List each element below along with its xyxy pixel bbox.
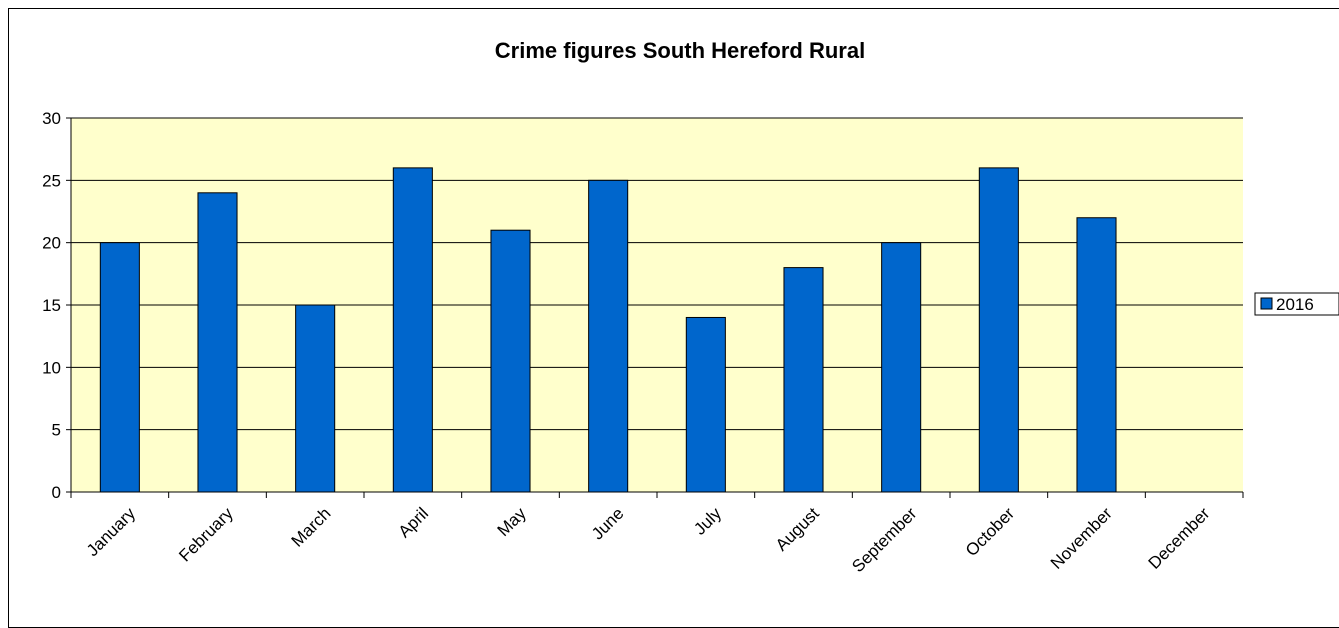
- bar-july: [685, 316, 726, 493]
- x-tick-label-january: January: [83, 504, 140, 561]
- x-tick-label-september: September: [848, 504, 920, 576]
- legend-box: [1254, 292, 1339, 316]
- bar-august: [783, 267, 824, 493]
- bar-february: [197, 192, 238, 493]
- legend-swatch-2016: [1260, 297, 1273, 310]
- bar-april: [392, 167, 433, 493]
- y-axis-tick-labels: 0 5 10 15 20 25 30: [42, 109, 61, 502]
- bar-november: [1076, 217, 1117, 493]
- y-tick-label-5: 5: [52, 421, 61, 440]
- bar-march: [295, 304, 336, 493]
- y-tick-label-20: 20: [42, 234, 61, 253]
- x-tick-label-october: October: [962, 504, 1018, 560]
- legend: 2016: [1254, 292, 1339, 316]
- x-tick-label-november: November: [1047, 504, 1116, 573]
- bars: [99, 167, 1117, 493]
- x-tick-label-may: May: [494, 504, 530, 540]
- x-tick-label-december: December: [1145, 504, 1214, 573]
- bar-june: [588, 179, 629, 493]
- bar-may: [490, 229, 531, 493]
- y-tick-label-15: 15: [42, 296, 61, 315]
- bar-january: [99, 242, 140, 493]
- bar-october: [978, 167, 1019, 493]
- y-tick-label-30: 30: [42, 109, 61, 128]
- bar-september: [881, 242, 922, 493]
- x-tick-label-march: March: [288, 504, 335, 551]
- y-tick-label-0: 0: [52, 483, 61, 502]
- chart-title: Crime figures South Hereford Rural: [495, 38, 865, 63]
- legend-label-2016: 2016: [1276, 295, 1314, 314]
- gridlines: [71, 117, 1243, 431]
- x-tick-label-april: April: [395, 504, 432, 541]
- x-tick-label-july: July: [690, 504, 725, 539]
- x-axis-tick-labels: January February March April May June July Augu…: [83, 504, 1214, 577]
- y-tick-label-25: 25: [42, 171, 61, 190]
- axes: [66, 117, 1244, 498]
- x-tick-label-february: February: [175, 504, 237, 566]
- y-tick-label-10: 10: [42, 358, 61, 377]
- x-tick-label-august: August: [772, 504, 823, 555]
- x-tick-label-june: June: [588, 504, 628, 544]
